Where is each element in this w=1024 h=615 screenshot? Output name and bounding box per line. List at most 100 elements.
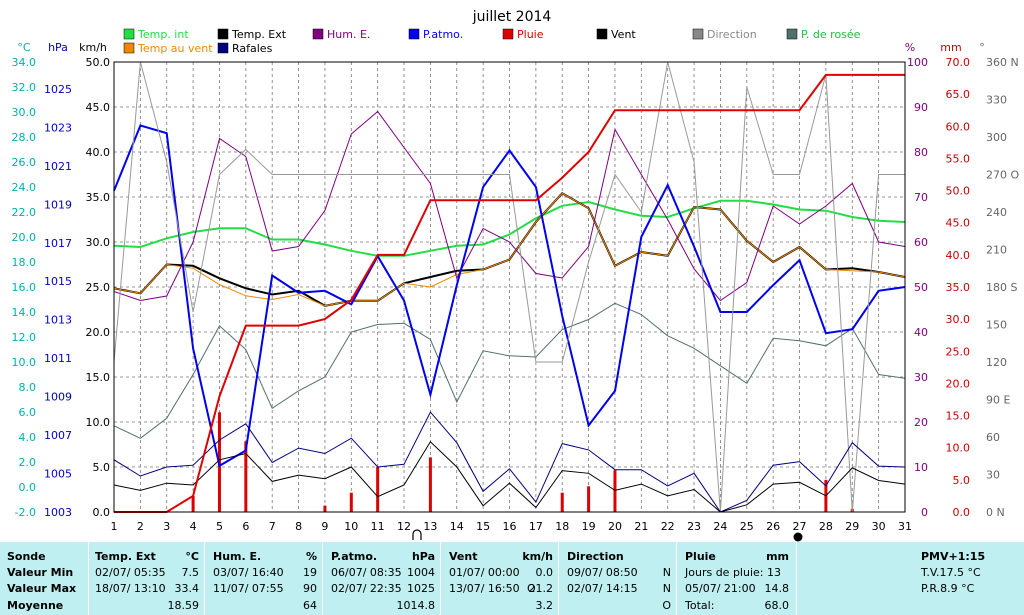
direction-axis-unit: ° (979, 41, 985, 54)
temp-axis-tick-label: 34.0 (12, 56, 37, 69)
series-line-pluie (114, 73, 905, 513)
direction-axis-tick-label: 360 N (986, 56, 1019, 69)
humidity-axis-tick-label: 50 (914, 281, 928, 294)
rain-axis-tick-label: 30.0 (946, 313, 971, 326)
x-tick-label: 23 (687, 520, 701, 533)
temp-max-date: 18/07/ 13:10 (95, 582, 166, 595)
x-tick-label: 20 (608, 520, 622, 533)
pressure-axis-unit: hPa (48, 41, 68, 54)
dir-avg: O (662, 599, 671, 612)
hum-avg: 64 (303, 599, 317, 612)
rain-axis-tick-label: 40.0 (946, 249, 971, 262)
x-tick-label: 15 (476, 520, 490, 533)
wind-max-date: 13/07/ 16:50 (449, 582, 520, 595)
wind-avg: 3.2 (535, 599, 554, 612)
x-tick-label: 29 (845, 520, 859, 533)
temp-axis-tick-label: 22.0 (12, 206, 37, 219)
rain-axis-tick-label: 10.0 (946, 442, 971, 455)
rain-days: Jours de pluie: 13 (685, 566, 781, 579)
temp-axis-tick-label: 10.0 (12, 356, 37, 369)
moon-first-quarter-icon (412, 529, 422, 540)
wind-axis-tick-label: 45.0 (86, 101, 111, 114)
moon-phase-markers (412, 529, 803, 542)
stats-col-pmv: PMV+1:15 T.V.17.5 °C P.R.8.9 °C (796, 542, 1024, 615)
x-tick-label: 3 (163, 520, 170, 533)
legend-label: Hum. E. (327, 28, 370, 41)
legend-swatch (312, 28, 324, 40)
rain-axis-tick-label: 25.0 (946, 345, 971, 358)
pressure-axis-tick-label: 1019 (44, 198, 72, 211)
direction-axis-tick-label: 90 E (986, 394, 1010, 407)
pres-min-date: 06/07/ 08:35 (331, 566, 402, 579)
dir-max-date: 02/07/ 14:15 (567, 582, 638, 595)
rain-axis-tick-label: 5.0 (953, 474, 971, 487)
legend-swatch (408, 28, 420, 40)
rain-daily-bar (191, 495, 195, 512)
x-tick-label: 18 (555, 520, 569, 533)
stats-col-rain: Pluie mm Jours de pluie: 13 05/07/ 21:00… (676, 542, 797, 615)
legend-label: P.atmo. (423, 28, 463, 41)
rain-max-date: 05/07/ 21:00 (685, 582, 756, 595)
humidity-axis-unit: % (905, 41, 915, 54)
series-line-vent (113, 441, 906, 513)
wind-max-value: 21.2 (528, 582, 554, 595)
pmv-tv: T.V.17.5 °C (921, 566, 981, 579)
x-tick-label: 22 (661, 520, 675, 533)
wind-max-dir: O (527, 582, 536, 595)
temp-header: Temp. Ext (95, 550, 156, 563)
temp-min-value: 7.5 (181, 566, 200, 579)
hum-min-value: 19 (303, 566, 317, 579)
pres-max-date: 02/07/ 22:35 (331, 582, 402, 595)
humidity-axis-tick-label: 80 (914, 146, 928, 159)
temp-axis-tick-label: 16.0 (12, 281, 37, 294)
temp-avg: 18.59 (167, 599, 200, 612)
x-tick-label: 26 (766, 520, 780, 533)
humidity-axis-tick-label: 70 (914, 191, 928, 204)
wind-axis-tick-label: 35.0 (86, 191, 111, 204)
rain-axis-tick-label: 65.0 (946, 88, 971, 101)
x-tick-label: 4 (190, 520, 197, 533)
stats-col-sonde: Sonde Valeur Min Valeur Max Moyenne (0, 542, 88, 615)
wind-axis-tick-label: 50.0 (86, 56, 111, 69)
series-lines (113, 61, 906, 513)
direction-axis-tick-label: 330 (986, 94, 1007, 107)
pressure-axis-tick-label: 1025 (44, 83, 72, 96)
pressure-axis-tick-label: 1015 (44, 275, 72, 288)
hum-max-value: 90 (303, 582, 317, 595)
pres-unit: hPa (411, 550, 435, 563)
humidity-axis-tick-label: 10 (914, 461, 928, 474)
x-tick-label: 10 (344, 520, 358, 533)
legend-label: Temp au vent (137, 42, 213, 55)
wind-min-value: 0.0 (535, 566, 554, 579)
temp-axis-unit: °C (17, 41, 31, 54)
rain-axis-tick-label: 15.0 (946, 410, 971, 423)
x-tick-label: 1 (111, 520, 118, 533)
pressure-axis-tick-label: 1005 (44, 468, 72, 481)
row-label-min: Valeur Min (7, 566, 74, 579)
temp-axis-tick-label: 14.0 (12, 306, 37, 319)
plot-frame (113, 61, 906, 513)
chart-title: juillet 2014 (472, 9, 552, 25)
humidity-axis-tick-label: 40 (914, 326, 928, 339)
rain-daily-bar (323, 505, 327, 512)
rain-daily-bar (613, 470, 617, 512)
temp-axis-tick-label: 28.0 (12, 131, 37, 144)
x-tick-label: 14 (450, 520, 464, 533)
dir-min-date: 09/07/ 08:50 (567, 566, 638, 579)
stats-col-temp: Temp. Ext °C 02/07/ 05:35 7.5 18/07/ 13:… (88, 542, 205, 615)
legend-label: Temp. Ext (231, 28, 287, 41)
temp-axis-tick-label: 32.0 (12, 81, 37, 94)
hum-max-date: 11/07/ 07:55 (213, 582, 284, 595)
x-tick-label: 25 (740, 520, 754, 533)
x-tick-label: 9 (321, 520, 328, 533)
rain-total: 68.0 (764, 599, 790, 612)
temp-axis-tick-label: 0.0 (19, 481, 37, 494)
direction-axis-tick-label: 60 (986, 431, 1000, 444)
rain-daily-bar (587, 486, 591, 512)
legend-label: Temp. int (137, 28, 189, 41)
wind-axis-tick-label: 25.0 (86, 281, 111, 294)
humidity-axis-tick-label: 30 (914, 371, 928, 384)
stats-panel: Sonde Valeur Min Valeur Max Moyenne Temp… (0, 542, 1024, 615)
wind-axis-tick-label: 0.0 (93, 506, 111, 519)
x-tick-label: 13 (423, 520, 437, 533)
